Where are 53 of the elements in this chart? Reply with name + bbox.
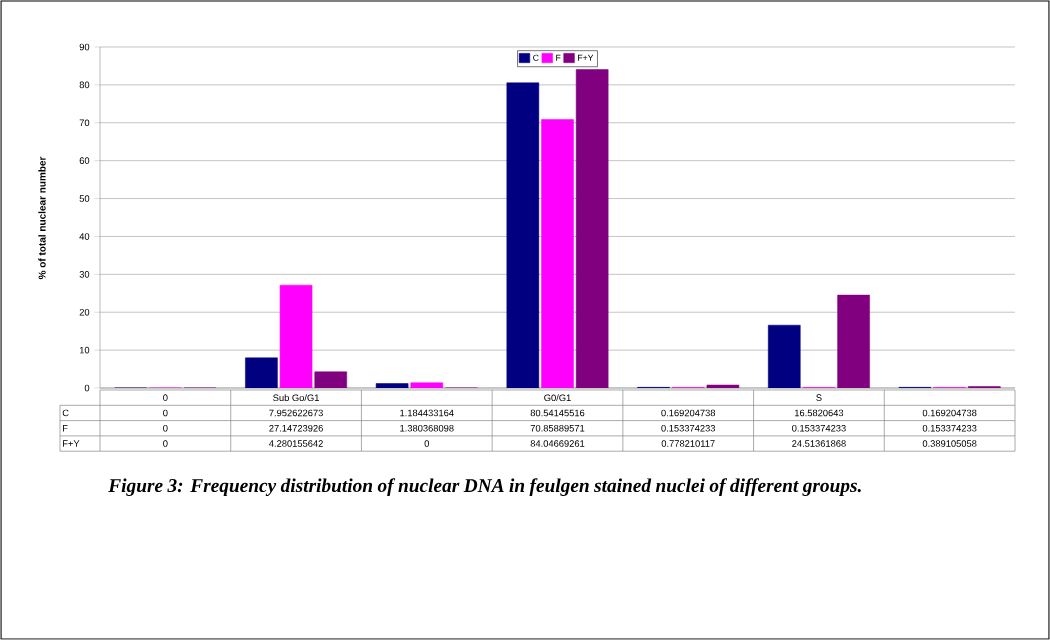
data-label: 0	[163, 409, 168, 417]
y-tick-label: 80	[79, 81, 90, 89]
bar	[541, 119, 574, 388]
y-tick-label: 30	[79, 271, 90, 278]
data-label: 24.51361868	[792, 440, 846, 447]
data-label: 0.153374233	[792, 424, 846, 432]
data-label: 0	[163, 440, 168, 447]
data-label: 0.153374233	[661, 424, 716, 432]
data-label: 1.184433164	[400, 409, 454, 417]
bar	[279, 284, 313, 388]
x-tick-label: Sub Go/G1	[273, 394, 319, 402]
data-label: 0.389105058	[922, 440, 977, 447]
y-tick-label: 20	[79, 308, 90, 316]
x-tick-label: 0	[163, 394, 168, 401]
legend-label: F	[556, 54, 561, 61]
text: F+Y	[63, 440, 80, 447]
y-axis-title: % of total nuclear number	[38, 156, 46, 280]
data-label: 80.54145516	[530, 409, 585, 417]
data-label: 1.380368098	[400, 424, 454, 432]
data-label: 0	[424, 440, 430, 447]
x-tick-label: G0/G1	[544, 394, 571, 402]
data-label: 0.169204738	[661, 409, 716, 417]
text: C	[62, 409, 69, 417]
caption: Figure 3: Frequency distribution of nuclear DNA in feulgen stained nuclei of different groups.	[108, 478, 861, 497]
bar	[245, 357, 278, 388]
data-label: 7.952622673	[269, 409, 323, 417]
data-label: 0	[163, 424, 168, 432]
y-tick-label: 10	[79, 346, 90, 354]
y-tick-label: 0	[84, 384, 90, 392]
legend-label: F+Y	[578, 54, 594, 61]
bar	[767, 324, 801, 388]
legend-label: C	[533, 54, 539, 61]
bar	[506, 82, 540, 388]
data-label: 4.280155642	[269, 440, 323, 447]
y-tick-label: 40	[79, 233, 90, 240]
data-label: 0.169204738	[922, 409, 977, 417]
bar	[375, 383, 409, 388]
bar	[410, 382, 444, 388]
y-tick-label: 70	[79, 119, 90, 127]
data-label: 84.04669261	[530, 440, 585, 447]
y-tick-label: 60	[79, 157, 90, 164]
bar	[837, 294, 870, 388]
bar	[314, 371, 348, 388]
y-tick-label: 90	[79, 43, 90, 51]
bar	[706, 384, 740, 388]
x-tick-label: S	[816, 394, 822, 401]
text: F	[63, 425, 68, 432]
data-label: 70.85889571	[530, 424, 585, 432]
data-label: 0.778210117	[661, 440, 715, 447]
y-tick-label: 50	[79, 195, 90, 202]
data-label: 0.153374233	[922, 424, 977, 432]
data-label: 16.5820643	[795, 409, 844, 417]
data-label: 27.14723926	[269, 424, 323, 432]
